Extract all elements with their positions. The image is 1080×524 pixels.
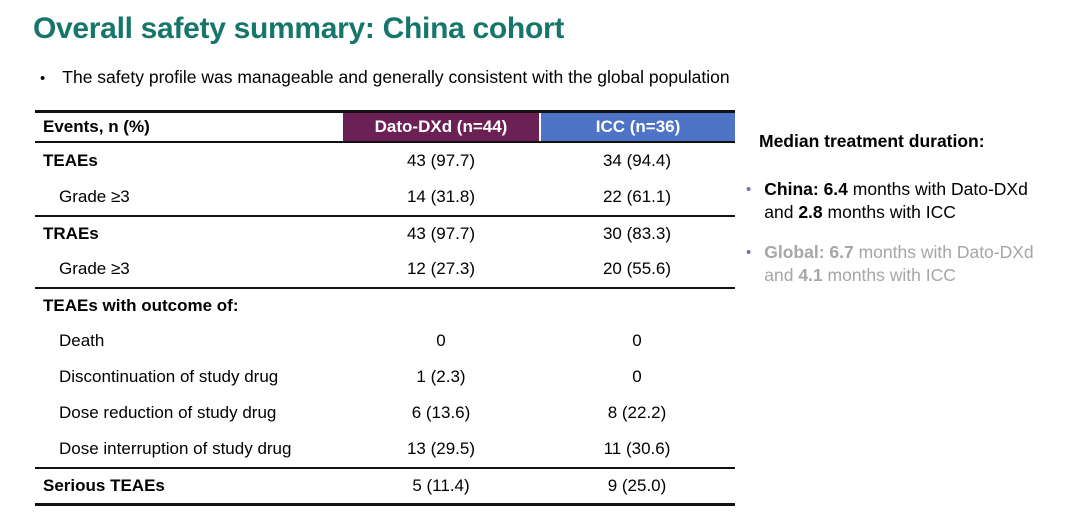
dato-value: 13 (29.5) [406, 439, 476, 458]
median-treatment-panel: Median treatment duration: • China: 6.4 … [746, 131, 1066, 304]
row-label: Grade ≥3 [59, 259, 130, 278]
row-label: Serious TEAEs [43, 476, 165, 495]
table-row: Grade ≥3 14 (31.8) 22 (61.1) [35, 179, 735, 215]
subtitle-bullet-line: • The safety profile was manageable and … [40, 67, 730, 88]
dato-value: 6 (13.6) [411, 403, 471, 422]
dato-value: 12 (27.3) [406, 259, 476, 278]
table-row: Grade ≥3 12 (27.3) 20 (55.6) [35, 251, 735, 287]
icc-value: 22 (61.1) [602, 187, 672, 206]
icc-value: 20 (55.6) [602, 259, 672, 278]
global-bold-value: 4.1 [798, 265, 823, 285]
icc-value: 11 (30.6) [603, 439, 671, 458]
table-row: Dose interruption of study drug 13 (29.5… [35, 431, 735, 467]
header-events: Events, n (%) [35, 113, 343, 141]
bullet-icon: • [746, 244, 752, 261]
row-label: Dose interruption of study drug [59, 439, 292, 458]
dato-value: 43 (97.7) [406, 151, 476, 170]
dato-value: 14 (31.8) [406, 187, 476, 206]
china-duration-bullet: • China: 6.4 months with Dato-DXd and 2.… [746, 178, 1058, 224]
global-duration-text: Global: 6.7 months with Dato-DXd and 4.1… [764, 241, 1058, 287]
row-label: TEAEs with outcome of: [43, 296, 239, 315]
global-duration-bullet: • Global: 6.7 months with Dato-DXd and 4… [746, 241, 1058, 287]
dato-value: 1 (2.3) [416, 367, 466, 386]
icc-value: 8 (22.2) [607, 403, 667, 422]
china-tail-text: months with ICC [822, 202, 956, 222]
china-duration-text: China: 6.4 months with Dato-DXd and 2.8 … [764, 178, 1058, 224]
global-bold-lead: Global: 6.7 [764, 242, 854, 262]
dato-value: 43 (97.7) [406, 224, 476, 243]
china-bold-lead: China: 6.4 [764, 179, 848, 199]
icc-value: 34 (94.4) [602, 151, 672, 170]
median-duration-heading: Median treatment duration: [759, 131, 985, 151]
dato-value: 0 [436, 331, 446, 350]
table-row: Discontinuation of study drug 1 (2.3) 0 [35, 359, 735, 395]
icc-value: 30 (83.3) [602, 224, 672, 243]
row-label: Grade ≥3 [59, 187, 130, 206]
table-row: TRAEs 43 (97.7) 30 (83.3) [35, 215, 735, 251]
global-mid-text: months with Dato-DXd and [764, 242, 1034, 285]
subtitle-text: The safety profile was manageable and ge… [62, 67, 730, 87]
china-bold-value: 2.8 [798, 202, 823, 222]
row-label: Discontinuation of study drug [59, 367, 279, 386]
header-dato-dxd: Dato-DXd (n=44) [343, 113, 539, 141]
row-label: Death [59, 331, 105, 350]
icc-value: 9 (25.0) [607, 476, 667, 495]
table-row: Serious TEAEs 5 (11.4) 9 (25.0) [35, 467, 735, 503]
row-label: TRAEs [43, 224, 99, 243]
icc-value: 0 [632, 331, 642, 350]
table-row: Dose reduction of study drug 6 (13.6) 8 … [35, 395, 735, 431]
row-label: Dose reduction of study drug [59, 403, 277, 422]
table-row: TEAEs with outcome of: [35, 287, 735, 323]
row-label: TEAEs [43, 151, 98, 170]
bullet-icon: • [746, 181, 752, 198]
icc-value: 0 [632, 367, 642, 386]
table-row: Death 0 0 [35, 323, 735, 359]
dato-value: 5 (11.4) [412, 476, 470, 495]
bullet-icon: • [40, 70, 46, 87]
safety-summary-table: Events, n (%) Dato-DXd (n=44) ICC (n=36)… [35, 110, 735, 506]
global-tail-text: months with ICC [822, 265, 956, 285]
table-header-row: Events, n (%) Dato-DXd (n=44) ICC (n=36) [35, 113, 735, 143]
table-row: TEAEs 43 (97.7) 34 (94.4) [35, 143, 735, 179]
header-icc: ICC (n=36) [539, 113, 735, 141]
page-title: Overall safety summary: China cohort [33, 12, 565, 45]
china-mid-text: months with Dato-DXd and [764, 179, 1028, 222]
